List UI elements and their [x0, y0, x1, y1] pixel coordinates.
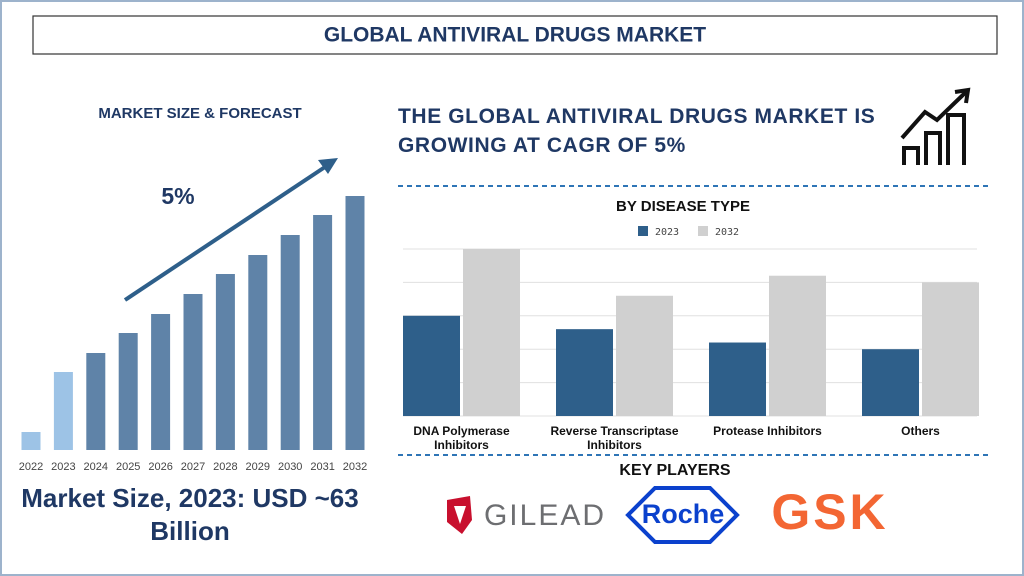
x-tick-label: 2024	[84, 461, 108, 473]
trend-icon	[900, 87, 971, 165]
logo: Roche	[642, 499, 725, 529]
gilead-emblem-cut	[454, 506, 466, 524]
arrow-head	[318, 158, 338, 174]
bar	[403, 315, 460, 416]
x-tick-label: 2026	[148, 461, 172, 473]
x-tick-label: 2032	[343, 461, 367, 473]
bar	[345, 196, 365, 450]
bar	[922, 282, 979, 416]
bar	[21, 432, 41, 450]
logo: GILEAD	[484, 499, 606, 532]
bar	[118, 333, 138, 450]
x-tick-label: Others	[901, 424, 940, 438]
bar	[769, 275, 826, 416]
bar	[313, 215, 333, 450]
x-tick-label: 2022	[19, 461, 43, 473]
chart-title: MARKET SIZE & FORECAST	[98, 105, 301, 122]
x-tick-label: 2027	[181, 461, 205, 473]
bar	[862, 349, 919, 416]
section-title: KEY PLAYERS	[619, 462, 730, 479]
x-tick-label: DNA Polymerase Inhibitors	[413, 424, 510, 452]
legend-swatch	[638, 226, 648, 236]
bar	[248, 255, 268, 450]
bar	[709, 342, 766, 416]
logo: GSK	[771, 484, 888, 540]
chart-title: BY DISEASE TYPE	[616, 198, 750, 215]
bar	[215, 274, 235, 450]
x-tick-label: 2028	[213, 461, 237, 473]
x-tick-label: Reverse Transcriptase Inhibitors	[550, 424, 679, 452]
market-size: Market Size, 2023: USD ~63 Billion	[21, 483, 359, 546]
x-tick-label: 2023	[51, 461, 75, 473]
bar	[183, 294, 203, 450]
growth-arrow	[123, 163, 330, 302]
legend-label: 2032	[715, 227, 739, 238]
headline: THE GLOBAL ANTIVIRAL DRUGS MARKET IS GRO…	[398, 105, 876, 157]
legend-label: 2023	[655, 227, 679, 238]
title-box	[32, 15, 998, 55]
bar	[53, 372, 73, 450]
x-tick-label: 2030	[278, 461, 302, 473]
x-tick-label: Protease Inhibitors	[713, 424, 822, 438]
legend-swatch	[698, 226, 708, 236]
x-tick-label: 2031	[310, 461, 334, 473]
x-tick-label: 2025	[116, 461, 140, 473]
growth-label: 5%	[161, 183, 194, 209]
roche-hexagon	[625, 486, 740, 544]
bar	[280, 235, 300, 450]
bar	[86, 353, 106, 450]
bar	[556, 329, 613, 416]
page-title: GLOBAL ANTIVIRAL DRUGS MARKET	[324, 24, 706, 47]
x-tick-label: 2029	[246, 461, 270, 473]
bar	[151, 314, 171, 450]
bar	[463, 249, 520, 416]
bar	[616, 295, 673, 416]
